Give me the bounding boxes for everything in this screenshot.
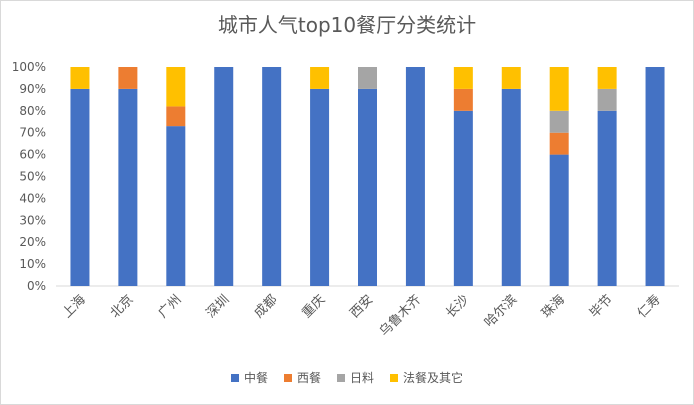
bar-segment — [358, 88, 377, 287]
x-tick-label: 重庆 — [299, 292, 329, 322]
y-tick-label: 20% — [19, 235, 46, 249]
bar-segment — [358, 67, 377, 89]
legend-item: 法餐及其它 — [390, 369, 463, 386]
bar-segment — [453, 67, 473, 89]
bar-segment — [118, 88, 138, 287]
bar-segment — [310, 67, 330, 89]
legend-item: 日料 — [337, 369, 374, 386]
bar-segment — [453, 88, 473, 111]
legend-swatch — [390, 373, 399, 382]
bar-segment — [501, 67, 521, 89]
x-tick-label: 西安 — [347, 292, 376, 321]
legend-swatch — [283, 373, 292, 382]
x-tick-label: 乌鲁木齐 — [376, 292, 424, 340]
bar-segment — [549, 132, 569, 155]
bar-segment — [214, 67, 234, 286]
x-tick-label: 上海 — [60, 292, 89, 321]
legend-label: 西餐 — [296, 371, 321, 385]
y-tick-label: 10% — [19, 257, 46, 271]
x-tick-label: 深圳 — [204, 292, 233, 321]
bar-segment — [262, 67, 282, 286]
x-tick-label: 北京 — [108, 292, 137, 321]
y-tick-label: 90% — [19, 82, 46, 96]
legend-label: 日料 — [350, 371, 375, 385]
legend-label: 中餐 — [243, 371, 268, 385]
bar-segment — [70, 67, 90, 89]
x-tick-label: 长沙 — [443, 292, 472, 321]
bar-segment — [166, 106, 186, 127]
x-tick-label: 广州 — [156, 292, 185, 321]
y-tick-label: 70% — [19, 126, 46, 140]
y-tick-label: 30% — [19, 213, 46, 227]
bar-segment — [549, 154, 569, 286]
bar-segment — [166, 67, 186, 107]
y-tick-label: 50% — [19, 170, 46, 184]
y-tick-label: 60% — [19, 148, 46, 162]
bar-segment — [597, 67, 617, 89]
legend-item: 中餐 — [230, 369, 268, 386]
bar-segment — [118, 67, 138, 89]
x-tick-label: 珠海 — [539, 292, 568, 321]
bar-segment — [405, 67, 425, 286]
bar-segment — [166, 126, 186, 286]
bar-segment — [549, 67, 569, 111]
legend-label: 法餐及其它 — [403, 371, 464, 385]
bar-segment — [70, 88, 90, 287]
legend: 中餐 西餐 日料 法餐及其它 — [1, 369, 693, 386]
bar-segment — [501, 88, 521, 287]
x-tick-label: 仁寿 — [635, 292, 664, 321]
x-tick-label: 成都 — [251, 292, 280, 321]
y-tick-label: 100% — [12, 60, 46, 74]
bar-segment — [597, 110, 617, 286]
y-tick-label: 0% — [27, 279, 46, 293]
chart-title: 城市人气top10餐厅分类统计 — [217, 13, 477, 37]
x-tick-label: 毕节 — [587, 292, 616, 321]
bar-segment — [549, 110, 569, 133]
bar-segment — [597, 88, 617, 111]
bar-segment — [645, 67, 665, 286]
legend-swatch — [337, 373, 345, 382]
plot-area: 0% 10% 20% 30% 40% 50% 60% 70% 80% 90% 100% 上海 北京 广州深… — [12, 60, 679, 340]
x-tick-label: 哈尔滨 — [481, 292, 520, 331]
bar-segment — [453, 110, 473, 286]
bar-segment — [310, 88, 330, 287]
legend-item: 西餐 — [283, 369, 321, 386]
y-tick-label: 40% — [19, 191, 46, 205]
y-tick-label: 80% — [19, 104, 46, 118]
legend-swatch — [230, 373, 239, 382]
